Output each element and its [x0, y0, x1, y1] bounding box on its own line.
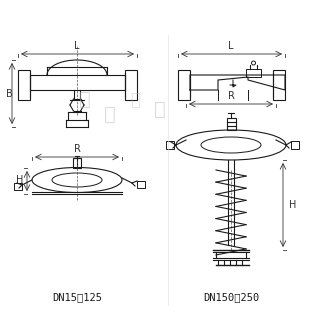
Bar: [14, 183, 22, 190]
Text: 天: 天: [79, 90, 91, 109]
Bar: [125, 70, 137, 100]
Bar: [273, 70, 285, 100]
Bar: [73, 158, 81, 168]
Bar: [291, 141, 299, 149]
Text: R: R: [227, 91, 235, 101]
Bar: [18, 70, 30, 100]
Bar: [137, 181, 145, 188]
Text: DN150～250: DN150～250: [203, 292, 259, 302]
Bar: [246, 69, 261, 77]
Bar: [227, 118, 236, 130]
Bar: [166, 141, 174, 149]
Bar: [30, 75, 125, 90]
Text: 阀: 阀: [154, 100, 166, 119]
Text: H: H: [16, 175, 24, 185]
Text: DN15～125: DN15～125: [52, 292, 102, 302]
Bar: [178, 70, 190, 100]
Text: 泵: 泵: [104, 105, 116, 124]
Text: L: L: [74, 41, 80, 51]
Text: B: B: [6, 89, 12, 99]
Text: R: R: [74, 144, 80, 154]
Text: 泵: 泵: [130, 91, 140, 109]
Text: L: L: [228, 41, 234, 51]
Text: H: H: [289, 200, 296, 210]
